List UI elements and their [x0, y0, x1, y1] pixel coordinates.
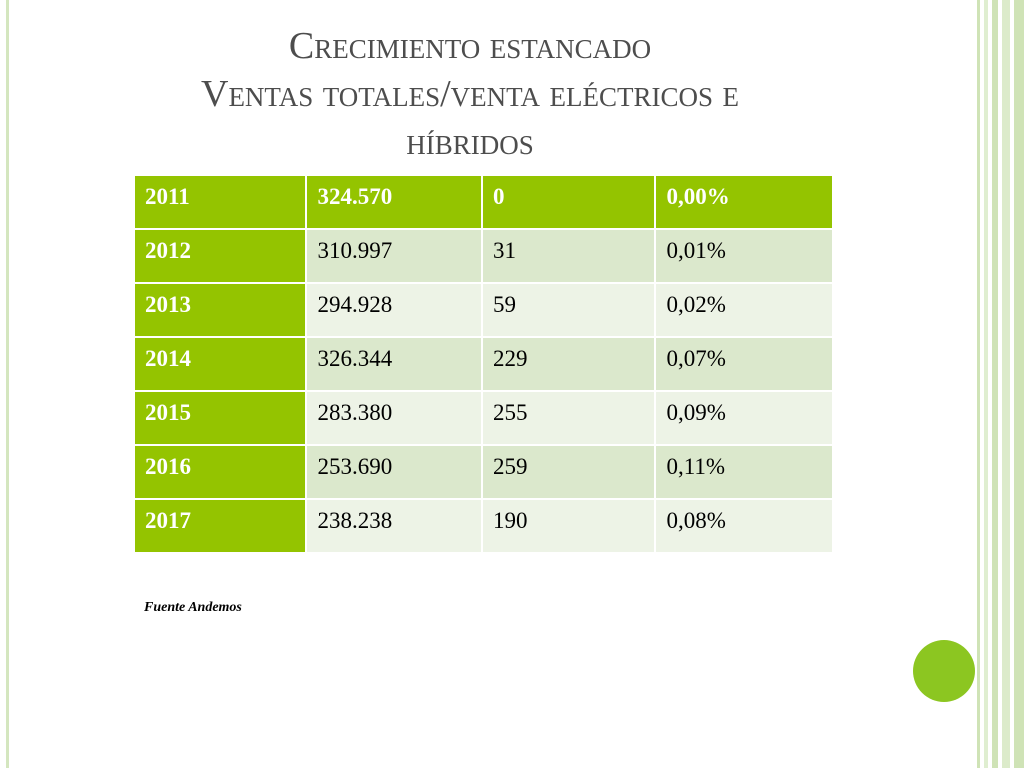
table-cell-percent: 0,08% [654, 498, 834, 554]
table-cell-total: 283.380 [305, 390, 484, 446]
title-line-1: Crecimiento estancado [288, 25, 652, 67]
table-row: 2017 238.238 190 0,08% [132, 498, 834, 554]
title-line-2: Ventas totales/venta eléctricos e [201, 73, 739, 115]
table-cell-electric: 59 [481, 282, 657, 338]
table-cell-total: 238.238 [305, 498, 484, 554]
slide-title: Crecimiento estancado Ventas totales/ven… [110, 22, 830, 166]
table-cell-electric: 259 [481, 444, 657, 500]
table-cell-percent: 0,11% [654, 444, 834, 500]
table-cell-percent: 0,00% [654, 174, 834, 230]
stripe [1014, 0, 1024, 768]
table-row: 2016 253.690 259 0,11% [132, 444, 834, 500]
table-row: 2014 326.344 229 0,07% [132, 336, 834, 392]
table-cell-year: 2016 [132, 444, 308, 500]
table-row: 2012 310.997 31 0,01% [132, 228, 834, 284]
table-cell-electric: 31 [481, 228, 657, 284]
stripe [1002, 0, 1010, 768]
table-cell-year: 2015 [132, 390, 308, 446]
table-cell-electric: 255 [481, 390, 657, 446]
table-cell-electric: 229 [481, 336, 657, 392]
table-cell-year: 2011 [132, 174, 308, 230]
table-cell-year: 2017 [132, 498, 308, 554]
stripe [977, 0, 980, 768]
left-decor-line [6, 0, 9, 768]
table-cell-percent: 0,01% [654, 228, 834, 284]
right-decor-stripes [976, 0, 1024, 768]
table-cell-total: 253.690 [305, 444, 484, 500]
table-cell-electric: 190 [481, 498, 657, 554]
table-row: 2015 283.380 255 0,09% [132, 390, 834, 446]
table-cell-year: 2012 [132, 228, 308, 284]
table-cell-total: 324.570 [305, 174, 484, 230]
source-note: Fuente Andemos [144, 600, 242, 615]
table-cell-total: 294.928 [305, 282, 484, 338]
stripe [992, 0, 998, 768]
table-row: 2011 324.570 0 0,00% [132, 174, 834, 230]
sales-table: 2011 324.570 0 0,00% 2012 310.997 31 0,0… [132, 174, 834, 554]
table-cell-percent: 0,09% [654, 390, 834, 446]
table-cell-total: 310.997 [305, 228, 484, 284]
table-cell-electric: 0 [481, 174, 657, 230]
table-cell-percent: 0,02% [654, 282, 834, 338]
table-cell-year: 2014 [132, 336, 308, 392]
table-cell-total: 326.344 [305, 336, 484, 392]
table-cell-percent: 0,07% [654, 336, 834, 392]
stripe [984, 0, 988, 768]
table-cell-year: 2013 [132, 282, 308, 338]
table-row: 2013 294.928 59 0,02% [132, 282, 834, 338]
decor-circle [913, 640, 975, 702]
title-line-3: híbridos [406, 121, 534, 163]
